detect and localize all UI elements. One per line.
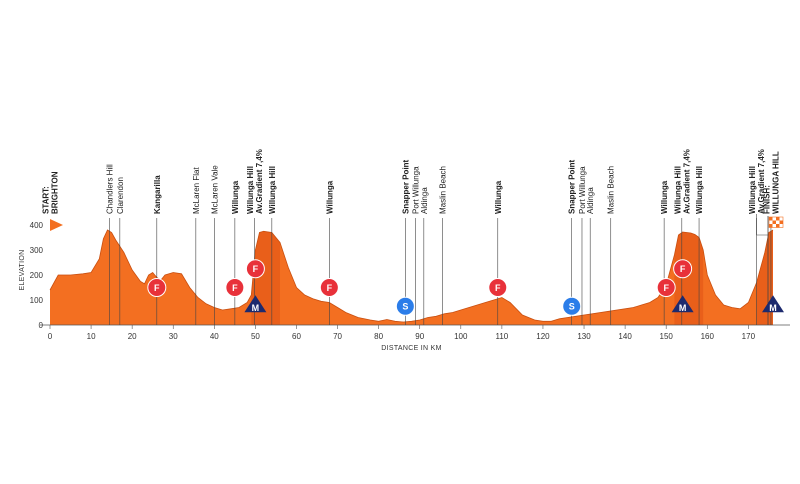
x-tick-label: 90 [415, 332, 424, 341]
finish-flag-icon-cell [779, 224, 783, 228]
finish-flag-icon-cell [769, 224, 773, 228]
y-tick-label: 400 [30, 221, 44, 230]
x-tick-label: 130 [577, 332, 591, 341]
place-label: Av.Gradient 7,4% [682, 149, 691, 214]
x-tick-label: 80 [374, 332, 383, 341]
finish-flag-icon-cell [769, 217, 773, 221]
place-label: McLaren Vale [210, 165, 219, 214]
place-label: Av.Gradient 7,4% [255, 149, 264, 214]
feed-zone-marker-icon [488, 278, 508, 297]
x-tick-label: 150 [660, 332, 674, 341]
place-label: Willunga Hill [695, 166, 704, 214]
feed-zone-marker-icon [656, 278, 676, 297]
place-label: Snapper Point [401, 159, 410, 214]
x-tick-label: 160 [701, 332, 715, 341]
place-label: Willunga [660, 180, 669, 214]
feed-zone-marker-letter: F [232, 283, 238, 293]
finish-flag-icon-cell [779, 220, 783, 224]
feed-zone-marker-letter: F [663, 283, 669, 293]
x-tick-label: 60 [292, 332, 301, 341]
mountain-marker-icon [244, 295, 267, 313]
sprint-marker-letter: S [569, 302, 575, 312]
place-label: Av.Gradient 7,4% [757, 149, 766, 214]
place-label: Port Willunga [412, 166, 421, 214]
sprint-marker-icon [395, 296, 415, 316]
place-label: WILLUNGA HILL [771, 151, 780, 214]
place-label: Willunga Hill [748, 166, 757, 214]
feed-zone-marker-letter: F [680, 264, 686, 274]
mountain-marker-icon [762, 295, 784, 313]
feed-zone-marker-letter: F [327, 283, 333, 293]
start-flag-icon [50, 219, 63, 231]
mountain-marker-letter: M [679, 303, 687, 313]
place-label: Kangarilla [153, 175, 162, 214]
x-tick-label: 70 [333, 332, 342, 341]
y-tick-label: 200 [30, 271, 44, 280]
x-tick-label: 10 [87, 332, 96, 341]
finish-flag-icon-cell [772, 217, 776, 221]
feed-zone-marker-icon [147, 278, 167, 297]
y-tick-label: 0 [39, 321, 44, 330]
x-tick-label: 40 [210, 332, 219, 341]
feed-zone-marker-letter: F [495, 283, 501, 293]
x-axis-label: DISTANCE IN KM [381, 345, 441, 352]
place-label: Willunga [231, 180, 240, 214]
x-tick-label: 20 [128, 332, 137, 341]
feed-zone-marker-icon [319, 278, 339, 297]
place-label: START: [42, 186, 51, 214]
finish-flag-icon-cell [772, 224, 776, 228]
x-tick-label: 50 [251, 332, 260, 341]
place-label: BRIGHTON [51, 171, 60, 214]
finish-flag-icon-cell [772, 220, 776, 224]
x-tick-label: 100 [454, 332, 468, 341]
feed-zone-marker-icon [673, 259, 693, 279]
y-tick-label: 300 [30, 246, 44, 255]
finish-flag-icon-cell [779, 217, 783, 221]
place-label: Chandlers Hill [106, 164, 115, 214]
y-axis-label: ELEVATION [19, 250, 26, 291]
place-label: Clarendon [116, 177, 125, 214]
place-label: Willunga Hill [673, 166, 682, 214]
x-tick-label: 30 [169, 332, 178, 341]
y-tick-label: 100 [30, 296, 44, 305]
place-label: Aldinga [586, 187, 595, 214]
place-label: Maslin Beach [438, 166, 447, 214]
feed-zone-marker-letter: F [253, 264, 259, 274]
finish-flag-icon-cell [776, 224, 780, 228]
x-tick-label: 0 [48, 332, 53, 341]
x-tick-label: 140 [618, 332, 632, 341]
place-label: Maslin Beach [607, 166, 616, 214]
place-label: Aldinga [420, 187, 429, 214]
place-label: Port Willunga [578, 166, 587, 214]
feed-zone-marker-letter: F [154, 283, 160, 293]
finish-flag-icon-cell [776, 217, 780, 221]
feed-zone-marker-icon [225, 278, 245, 297]
mountain-marker-icon [671, 295, 694, 313]
place-label: Willunga Hill [246, 166, 255, 214]
climb-shading-3 [756, 230, 773, 325]
x-tick-label: 120 [536, 332, 550, 341]
finish-flag-icon-cell [776, 220, 780, 224]
finish-flag-icon-cell [769, 220, 773, 224]
place-label: Snapper Point [568, 159, 577, 214]
place-label: McLaren Flat [192, 167, 201, 214]
x-tick-label: 110 [495, 332, 508, 341]
x-tick-label: 170 [742, 332, 756, 341]
finish-flag-icon [768, 216, 784, 228]
feed-zone-marker-icon [245, 259, 265, 279]
place-label: Willunga Hill [268, 166, 277, 214]
sprint-marker-letter: S [402, 302, 408, 312]
place-label: Willunga [325, 180, 334, 214]
finish-climb-bracket [756, 214, 768, 236]
place-label: Willunga [494, 180, 503, 214]
mountain-marker-letter: M [769, 303, 777, 313]
sprint-marker-icon [562, 296, 582, 316]
place-label: FINISH: [762, 185, 771, 214]
mountain-marker-letter: M [252, 303, 260, 313]
